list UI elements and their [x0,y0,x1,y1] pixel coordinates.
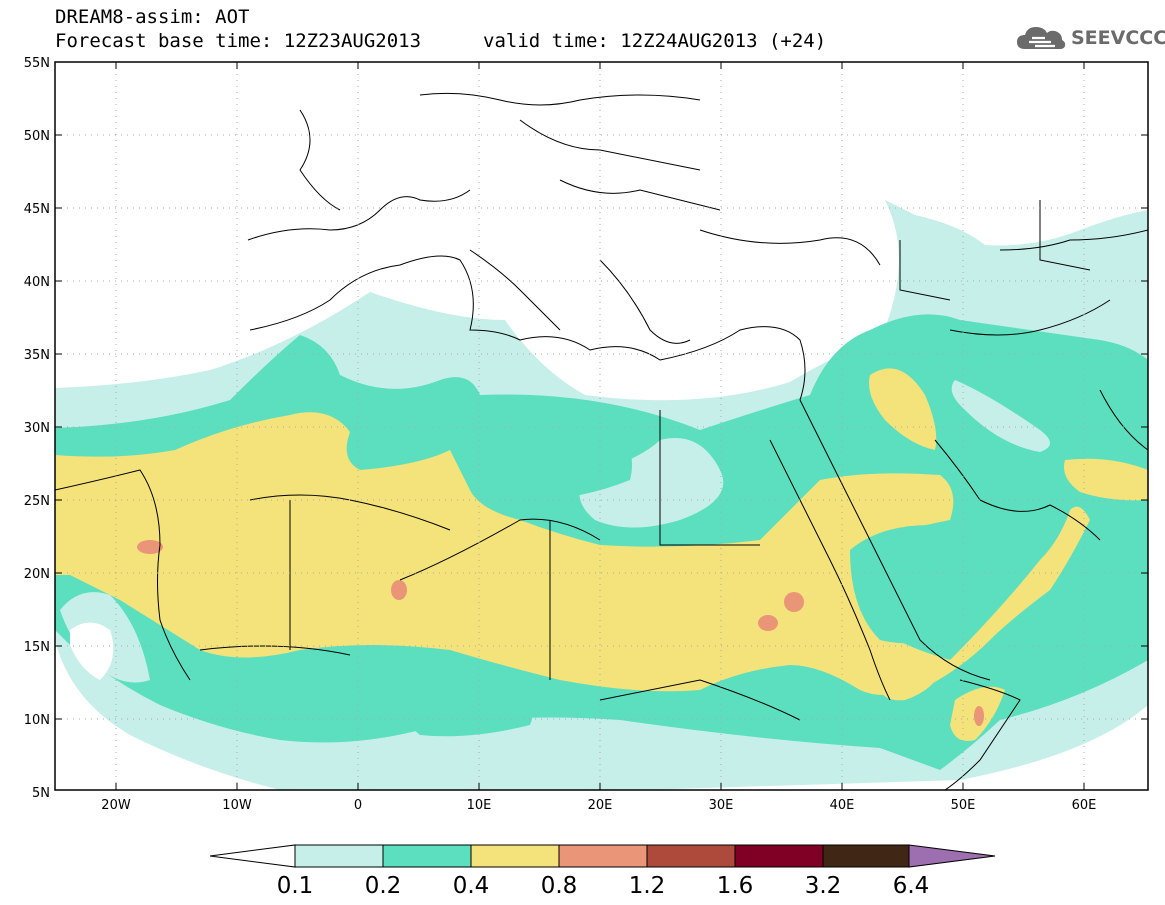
lon-label: 20W [101,798,131,813]
colorbar-cell [646,844,736,868]
colorbar-cell [734,844,824,868]
lat-label: 15N [24,640,50,655]
colorbar-label: 6.4 [893,873,930,899]
aot-level-0.8-sudan-b [758,615,778,631]
colorbar-label: 0.2 [365,873,402,899]
colorbar-label: 3.2 [805,873,842,899]
lat-labels: 55N 50N 45N 40N 35N 30N 25N 20N 15N 10N … [24,56,50,801]
colorbar-max-arrow [908,844,996,868]
colorbar-label: 0.1 [277,873,314,899]
aot-field [55,62,1148,790]
colorbar-label: 1.2 [629,873,666,899]
lat-label: 40N [24,275,50,290]
lon-label: 10W [222,798,252,813]
lat-label: 25N [24,494,50,509]
aot-level-0.8-sudan-a [784,592,804,612]
lon-label: 60E [1072,798,1097,813]
forecast-base-time: Forecast base time: 12Z23AUG2013 [55,30,422,52]
lat-label: 30N [24,421,50,436]
axis-ticks [55,62,1148,790]
aot-hole-egypt [579,438,724,528]
lat-label: 20N [24,567,50,582]
aot-level-0.4-yemen [880,665,945,701]
colorbar-cell [558,844,648,868]
coastlines [55,92,1148,790]
lon-label: 0 [354,798,362,813]
lon-label: 10E [467,798,492,813]
colorbar-label: 0.4 [453,873,490,899]
aot-level-0.8-mauritania [137,540,163,554]
lat-label: 35N [24,348,50,363]
lat-label: 45N [24,202,50,217]
colorbar-cell [294,844,384,868]
logo-text: SEEVCCC [1071,27,1165,49]
lon-label: 30E [709,798,734,813]
colorbar-min-arrow [209,844,296,868]
cloud-icon [1017,27,1066,49]
lon-labels: 20W 10W 0 10E 20E 30E 40E 50E 60E [101,798,1096,813]
lat-label: 55N [24,56,50,71]
colorbar-label: 0.8 [541,873,578,899]
aot-hole-iran [951,380,1050,452]
lat-label: 10N [24,713,50,728]
colorbar: 0.1 0.2 0.4 0.8 1.2 1.6 3.2 6.4 [209,844,996,899]
aot-pocket-niger [399,674,534,737]
aot-pocket-arabia [850,525,1010,644]
lon-label: 50E [951,798,976,813]
graticule [55,62,1148,790]
lon-label: 20E [588,798,613,813]
aot-hole-westafrica-white [70,622,114,680]
map-frame [54,61,1149,791]
map-title: DREAM8-assim: AOT [55,6,250,28]
colorbar-cell [382,844,472,868]
colorbar-cell [822,844,910,868]
aot-level-0.4-sahara [55,412,1090,695]
aot-level-0.8-niger [391,580,407,600]
seevccc-logo: SEEVCCC [1015,20,1165,56]
aot-level-0.4-oman [1064,458,1148,501]
aot-level-0.8-somalia [974,706,984,726]
lat-label: 5N [32,786,50,801]
colorbar-cell [470,844,560,868]
aot-level-0.4-iraq [869,368,937,450]
valid-time: valid time: 12Z24AUG2013 (+24) [483,30,827,52]
colorbar-label: 1.6 [717,873,754,899]
lon-label: 40E [830,798,855,813]
aot-pocket-libya [468,395,632,500]
lat-label: 50N [24,129,50,144]
